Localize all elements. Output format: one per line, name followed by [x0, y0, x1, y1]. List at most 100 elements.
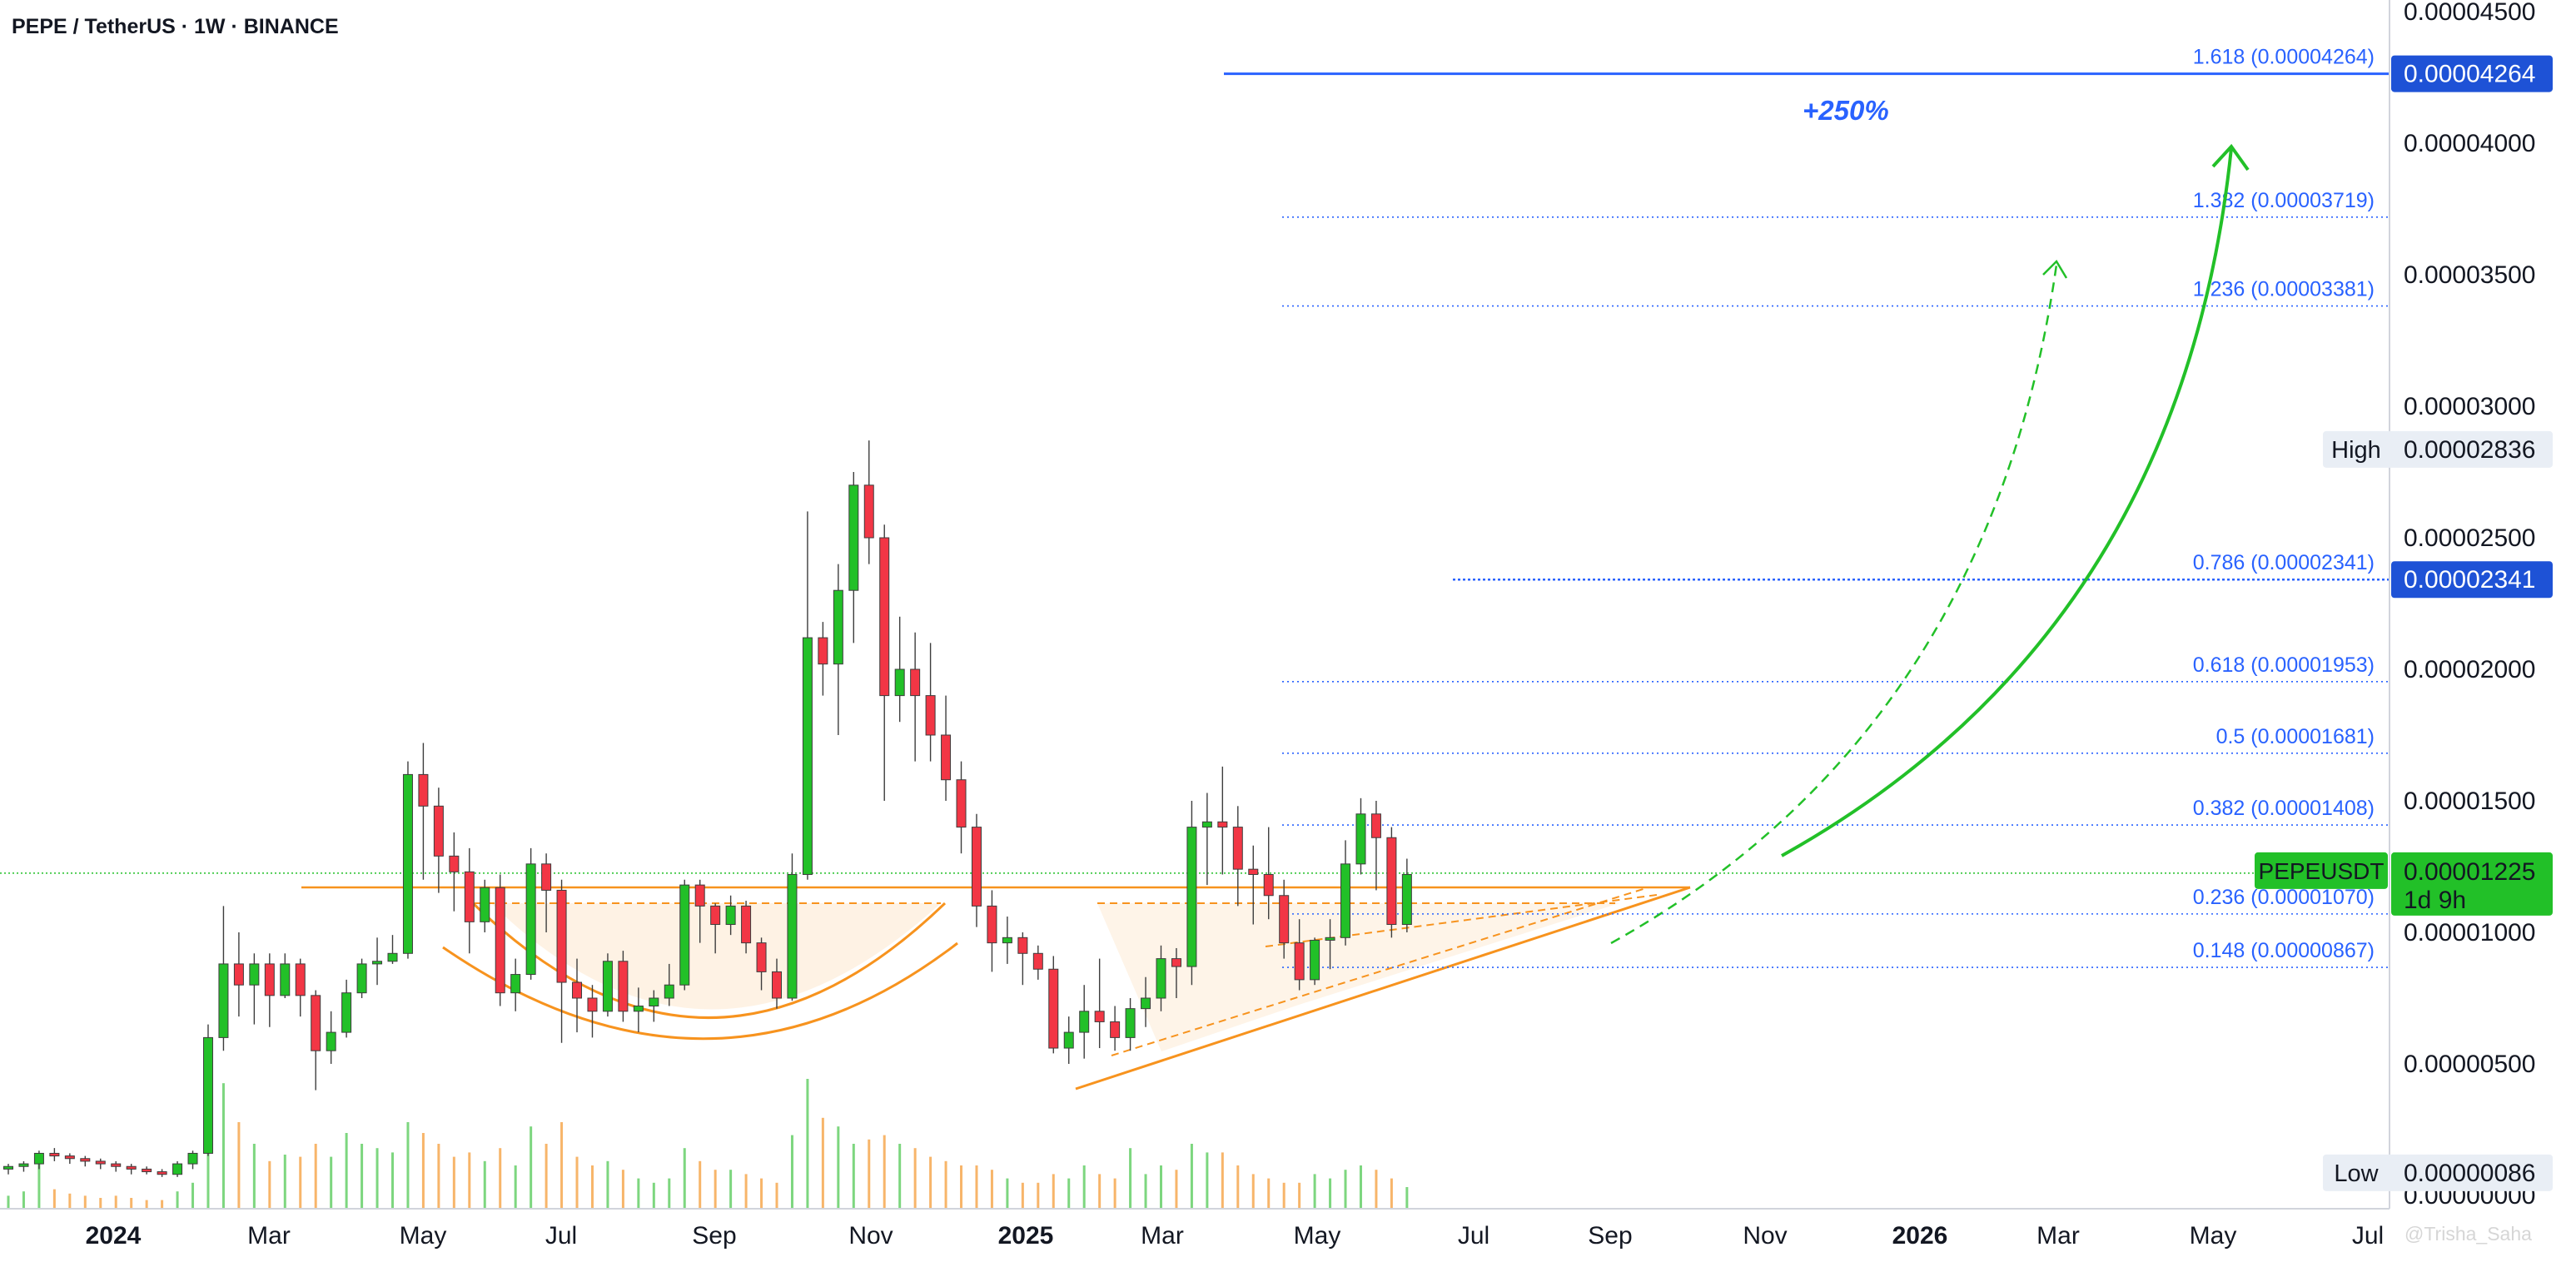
- volume-bar-66: [1021, 1182, 1024, 1209]
- volume-bar-55: [852, 1144, 855, 1209]
- volume-bar-39: [606, 1160, 609, 1209]
- candle-body-82: [1263, 873, 1274, 897]
- volume-bar-60: [929, 1156, 932, 1209]
- volume-bar-57: [883, 1135, 886, 1209]
- fib-label-0: 1.618 (0.00004264): [2193, 46, 2375, 69]
- x-tick-4: Sep: [692, 1222, 736, 1250]
- volume-bar-59: [913, 1148, 917, 1209]
- volume-bar-26: [406, 1122, 410, 1209]
- candle-body-7: [111, 1163, 122, 1167]
- volume-bar-16: [252, 1144, 256, 1209]
- volume-bar-15: [237, 1122, 241, 1209]
- y-tick-8: 0.00000500: [2404, 1051, 2536, 1078]
- target-annotation: +250%: [1803, 95, 1889, 126]
- candle-body-8: [126, 1165, 137, 1170]
- candle-body-58: [894, 668, 905, 697]
- candle-body-19: [295, 963, 306, 996]
- candle-body-37: [572, 981, 583, 999]
- fib-label-3: 0.786 (0.00002341): [2193, 551, 2375, 574]
- candle-body-61: [941, 734, 952, 781]
- volume-bar-22: [345, 1133, 348, 1209]
- volume-bar-3: [52, 1189, 56, 1209]
- last-price-value: 0.00001225: [2404, 858, 2536, 886]
- volume-bar-65: [1006, 1178, 1009, 1209]
- candle-body-54: [833, 589, 843, 665]
- y-tick-5: 0.00002000: [2404, 656, 2536, 683]
- candle-body-0: [3, 1165, 13, 1170]
- x-tick-3: Jul: [545, 1222, 577, 1250]
- candle-body-2: [33, 1152, 44, 1165]
- cup-curve-inner: [471, 902, 947, 1019]
- candle-body-73: [1125, 1008, 1136, 1038]
- candle-body-41: [633, 1005, 644, 1012]
- candle-body-16: [249, 963, 260, 986]
- projection-dashed-arrowhead: [2042, 259, 2068, 279]
- x-tick-7: Mar: [1141, 1222, 1184, 1250]
- volume-bar-84: [1298, 1182, 1301, 1209]
- candle-body-60: [925, 695, 936, 736]
- volume-bar-4: [68, 1193, 72, 1209]
- volume-bar-28: [437, 1144, 440, 1209]
- volume-bar-0: [7, 1195, 10, 1209]
- triangle-fill: [1097, 903, 1619, 1051]
- volume-bar-87: [1344, 1170, 1347, 1209]
- projection-arrows: [1610, 143, 2250, 945]
- fib-label-8: 0.148 (0.00000867): [2193, 939, 2375, 962]
- candle-body-53: [818, 637, 828, 665]
- candle-body-17: [264, 963, 275, 996]
- volume-bar-21: [330, 1156, 333, 1209]
- x-tick-0: 2024: [86, 1222, 142, 1250]
- fib-label-7: 0.236 (0.00001070): [2193, 886, 2375, 909]
- volume-bar-24: [375, 1148, 379, 1209]
- candle-body-27: [418, 773, 429, 807]
- candle-body-9: [142, 1168, 152, 1173]
- candle-body-72: [1110, 1021, 1121, 1038]
- volume-bar-63: [975, 1165, 978, 1209]
- candle-body-36: [556, 889, 567, 983]
- candle-body-75: [1156, 958, 1166, 999]
- volume-bar-41: [637, 1178, 640, 1209]
- volume-bar-30: [468, 1152, 471, 1209]
- candle-body-42: [649, 997, 659, 1006]
- x-tick-14: May: [2190, 1222, 2237, 1250]
- volume-bar-47: [729, 1170, 733, 1209]
- badge-fib-1618-bg: [2391, 55, 2553, 92]
- candle-body-5: [80, 1158, 91, 1162]
- candle-body-31: [480, 887, 490, 922]
- candle-body-90: [1386, 837, 1397, 926]
- candle-body-76: [1171, 958, 1181, 967]
- volume-bar-19: [299, 1156, 302, 1209]
- y-tick-0: 0.00004500: [2404, 0, 2536, 26]
- candle-body-52: [802, 637, 813, 875]
- volume-bar-88: [1359, 1165, 1362, 1209]
- volume-bar-45: [699, 1160, 702, 1209]
- volume-bar-58: [898, 1144, 902, 1209]
- volume-bar-61: [944, 1160, 947, 1209]
- volume-bar-89: [1375, 1170, 1378, 1209]
- volume-bar-73: [1129, 1148, 1132, 1209]
- volume-bar-48: [744, 1174, 748, 1209]
- candle-body-21: [326, 1031, 336, 1051]
- candle-body-77: [1186, 827, 1197, 967]
- volume-bar-70: [1082, 1165, 1086, 1209]
- candle-body-29: [449, 855, 460, 872]
- volume-bar-69: [1067, 1178, 1071, 1209]
- candle-body-46: [710, 905, 721, 926]
- x-tick-5: Nov: [848, 1222, 893, 1250]
- y-tick-6: 0.00001500: [2404, 788, 2536, 815]
- x-tick-13: Mar: [2036, 1222, 2080, 1250]
- candle-body-50: [772, 971, 782, 999]
- candle-body-47: [725, 905, 736, 926]
- candle-body-26: [402, 773, 413, 954]
- candle-body-40: [618, 961, 629, 1012]
- candle-body-15: [233, 963, 244, 986]
- projection-solid-arrowhead: [2211, 143, 2250, 171]
- volume-bar-38: [590, 1165, 594, 1209]
- volume-bars: [7, 1079, 1409, 1209]
- candle-body-33: [510, 974, 521, 994]
- x-tick-9: Jul: [1458, 1222, 1489, 1250]
- y-tick-2: 0.00003500: [2404, 261, 2536, 289]
- volume-bar-42: [652, 1182, 655, 1209]
- candles: [3, 440, 1412, 1177]
